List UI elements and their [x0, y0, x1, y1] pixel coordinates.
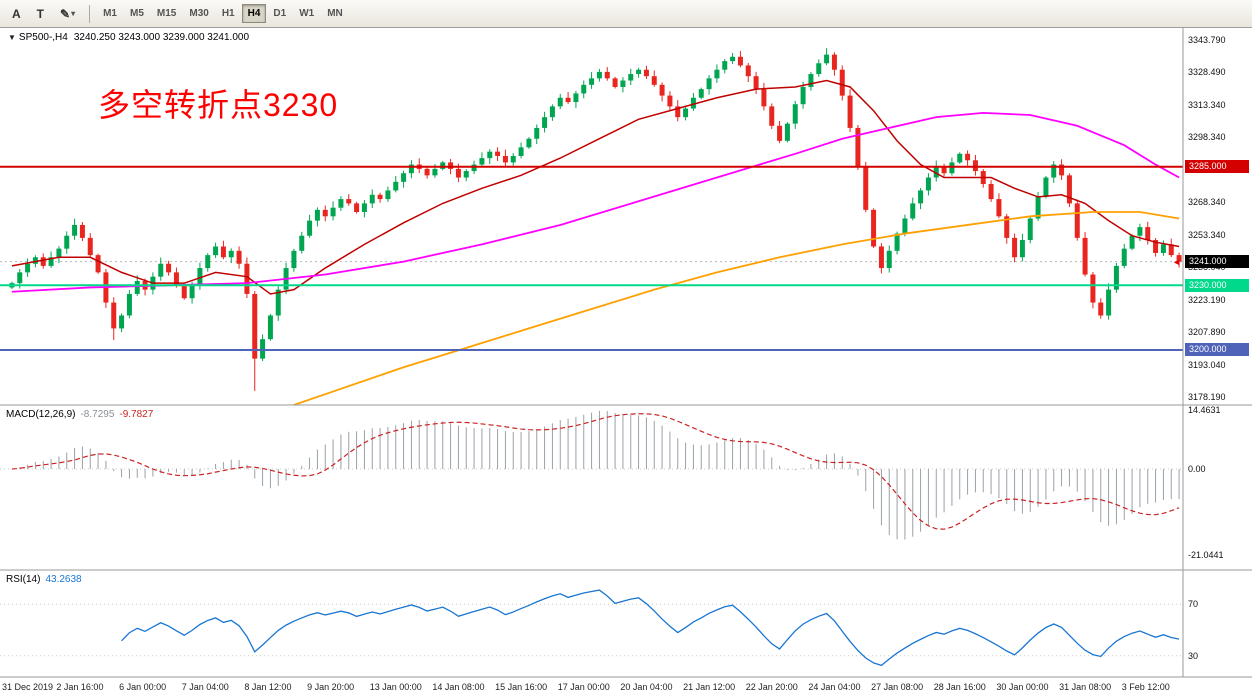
dropdown-caret-icon: ▾ [71, 9, 76, 18]
text-tool-button[interactable]: T [30, 4, 51, 24]
cursor-tool-button[interactable]: A [5, 4, 28, 24]
timeframe-button-h1[interactable]: H1 [216, 4, 241, 23]
timeframe-button-m30[interactable]: M30 [183, 4, 214, 23]
draw-tool-button[interactable]: ✎ ▾ [53, 4, 82, 24]
timeframe-buttons: M1 M5 M15 M30 H1 H4 D1 W1 MN [97, 4, 349, 23]
timeframe-button-w1[interactable]: W1 [293, 4, 320, 23]
timeframe-button-h4[interactable]: H4 [241, 4, 267, 23]
chart-canvas[interactable] [0, 28, 1252, 697]
pencil-icon: ✎ [60, 6, 71, 21]
timeframe-button-m15[interactable]: M15 [151, 4, 182, 23]
timeframe-button-m1[interactable]: M1 [97, 4, 123, 23]
timeframe-button-d1[interactable]: D1 [267, 4, 292, 23]
timeframe-button-mn[interactable]: MN [321, 4, 349, 23]
toolbar: A T ✎ ▾ M1 M5 M15 M30 H1 H4 D1 W1 MN [0, 0, 1252, 28]
timeframe-button-m5[interactable]: M5 [124, 4, 150, 23]
toolbar-separator [89, 4, 91, 23]
chart-area: ▼ SP500-,H4 3240.250 3243.000 3239.000 324… [0, 28, 1252, 697]
